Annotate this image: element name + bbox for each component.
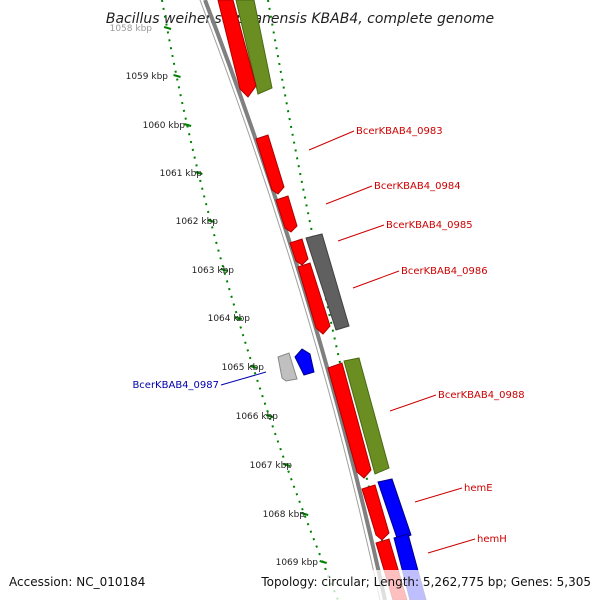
- major-tick-1: [173, 74, 181, 78]
- accession-text: Accession: NC_010184: [9, 575, 145, 589]
- gene-cds-0986: [297, 262, 331, 335]
- footer-backdrop: [0, 570, 600, 600]
- gene-rrna-top: [235, 0, 273, 95]
- map-title: Bacillus weihenstephanensis KBAB4, compl…: [106, 11, 494, 27]
- gene-label-0984: BcerKBAB4_0984: [374, 181, 461, 192]
- tick-label-1058: 1058 kbp: [110, 24, 153, 34]
- gene-cds-top: [217, 0, 257, 98]
- major-tick-6: [234, 316, 243, 320]
- major-tick-3: [195, 171, 203, 175]
- gene-label-hemH: hemH: [477, 534, 507, 545]
- gene-rrna-0988: [343, 357, 390, 475]
- tick-label-1060: 1060 kbp: [143, 121, 186, 131]
- major-tick-8: [265, 414, 274, 418]
- gene-cds-hemE: [361, 484, 390, 541]
- gene-0987-blue: [294, 348, 315, 376]
- tick-label-1069: 1069 kbp: [276, 558, 319, 568]
- tick-label-1065: 1065 kbp: [222, 363, 265, 373]
- gene-0987-gray: [277, 352, 298, 382]
- leader-0987: [220, 371, 267, 386]
- leader-hemH: [427, 538, 476, 554]
- major-tick-11: [319, 560, 327, 564]
- gene-label-0983: BcerKBAB4_0983: [356, 126, 443, 137]
- tick-label-1068: 1068 kbp: [263, 510, 306, 520]
- tick-label-1061: 1061 kbp: [160, 169, 203, 179]
- tick-label-1062: 1062 kbp: [176, 217, 219, 227]
- major-tick-0: [163, 26, 172, 30]
- major-tick-7: [249, 365, 258, 369]
- leader-0988: [389, 394, 437, 412]
- major-tick-5: [220, 268, 229, 272]
- tick-label-1064: 1064 kbp: [208, 314, 251, 324]
- major-tick-10: [300, 512, 309, 516]
- gene-label-0988: BcerKBAB4_0988: [438, 390, 525, 401]
- leader-0984: [325, 185, 373, 205]
- genome-backbone-shadow: [199, 0, 381, 600]
- gene-label-hemE: hemE: [464, 483, 493, 494]
- leader-0986: [352, 270, 400, 289]
- major-tick-4: [207, 219, 215, 223]
- tick-label-1063: 1063 kbp: [192, 266, 235, 276]
- leader-0983: [308, 130, 355, 151]
- tick-label-1059: 1059 kbp: [126, 72, 169, 82]
- gene-cds-0983: [255, 134, 285, 195]
- tick-label-1066: 1066 kbp: [236, 412, 279, 422]
- gene-reverse-hemE: [377, 478, 412, 542]
- gene-cds-0988: [327, 362, 372, 479]
- gene-label-0985: BcerKBAB4_0985: [386, 220, 473, 231]
- tick-label-1067: 1067 kbp: [250, 461, 293, 471]
- gene-label-0987: BcerKBAB4_0987: [132, 380, 219, 391]
- major-tick-2: [183, 123, 192, 127]
- gene-label-0986: BcerKBAB4_0986: [401, 266, 488, 277]
- leader-0985: [337, 224, 385, 242]
- major-tick-9: [282, 463, 291, 467]
- gene-cds-0984: [275, 195, 298, 233]
- gene-cds-0985: [289, 238, 309, 266]
- gene-pseudo-0986: [305, 233, 350, 331]
- leader-hemE: [414, 487, 463, 503]
- topology-text: Topology: circular; Length: 5,262,775 bp…: [260, 575, 591, 589]
- tick-marks: [163, 26, 327, 564]
